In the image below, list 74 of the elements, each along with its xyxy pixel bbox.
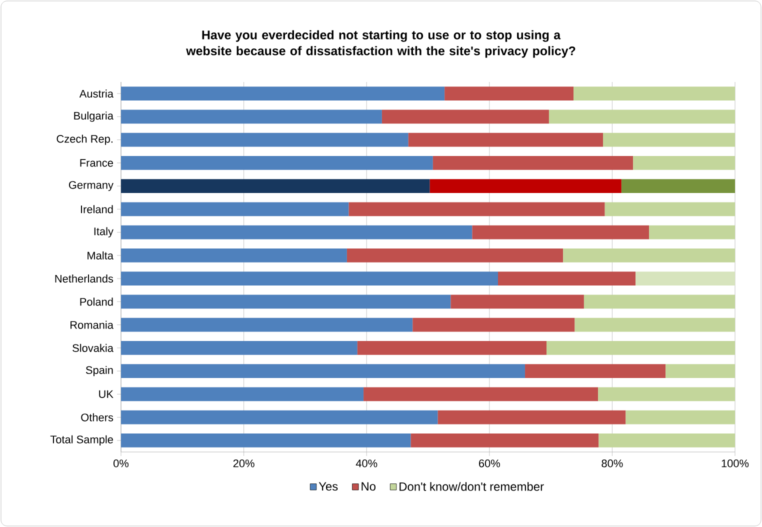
y-tick-label: Malta bbox=[88, 251, 114, 260]
bar bbox=[121, 294, 451, 309]
y-tick-label: Germany bbox=[68, 181, 114, 192]
bar bbox=[121, 225, 472, 240]
y-tick-label: Poland bbox=[80, 298, 113, 306]
bar bbox=[432, 156, 634, 170]
y-tick-label: UK bbox=[99, 390, 114, 398]
y-tick-label: Romania bbox=[70, 320, 114, 329]
bar bbox=[603, 132, 736, 147]
bar bbox=[121, 248, 347, 262]
y-tick-label: Total Sample bbox=[50, 435, 113, 446]
bar bbox=[666, 364, 736, 378]
bar bbox=[584, 294, 736, 309]
x-tick-label: 80% bbox=[602, 460, 623, 468]
x-tick-label: 20% bbox=[233, 460, 254, 468]
y-tick-label: Ireland bbox=[80, 205, 113, 214]
bar bbox=[525, 364, 666, 378]
bar bbox=[636, 272, 736, 286]
bar bbox=[121, 132, 408, 147]
bar bbox=[472, 225, 650, 240]
bar bbox=[548, 110, 736, 124]
bar bbox=[121, 156, 433, 170]
legend-label: No bbox=[362, 482, 376, 491]
legend-label: Don't know/don't remember bbox=[400, 482, 544, 491]
bar bbox=[410, 433, 599, 448]
bar bbox=[121, 364, 526, 378]
bar bbox=[498, 272, 636, 286]
y-tick-label: Bulgaria bbox=[74, 112, 114, 122]
bar bbox=[574, 318, 736, 332]
legend-label: Yes bbox=[318, 482, 338, 491]
bar bbox=[121, 110, 382, 124]
bar bbox=[430, 179, 622, 193]
y-tick-label: Netherlands bbox=[55, 274, 114, 283]
bar bbox=[450, 294, 584, 309]
bar bbox=[621, 179, 736, 193]
bar bbox=[598, 433, 736, 448]
y-tick-label: Austria bbox=[79, 90, 114, 98]
y-tick-label: Others bbox=[81, 413, 114, 422]
bar bbox=[626, 410, 736, 424]
bar bbox=[633, 156, 736, 170]
x-tick-label: 0% bbox=[114, 460, 129, 468]
bar bbox=[121, 340, 358, 355]
bar bbox=[438, 410, 626, 424]
bar bbox=[382, 110, 549, 124]
bar bbox=[121, 410, 438, 424]
x-tick-label: 60% bbox=[479, 460, 500, 468]
y-tick-label: Slovakia bbox=[72, 344, 114, 352]
bar bbox=[408, 132, 603, 147]
bar bbox=[364, 387, 598, 402]
bar bbox=[649, 225, 736, 240]
bar bbox=[121, 318, 413, 332]
y-tick-label: Czech Rep. bbox=[56, 134, 112, 145]
y-tick-label: Spain bbox=[86, 366, 113, 376]
bar bbox=[546, 340, 736, 355]
bar bbox=[412, 318, 575, 332]
bar bbox=[444, 86, 574, 100]
bar bbox=[563, 248, 736, 262]
bar bbox=[121, 433, 411, 448]
bar bbox=[121, 179, 430, 193]
bar bbox=[604, 202, 736, 216]
bar bbox=[121, 387, 364, 402]
bar bbox=[121, 86, 445, 100]
bar bbox=[348, 202, 605, 216]
bar bbox=[346, 248, 564, 262]
x-tick-label: 100% bbox=[722, 460, 749, 468]
y-tick-label: Italy bbox=[94, 227, 114, 238]
bar bbox=[357, 340, 547, 355]
bar bbox=[598, 387, 736, 402]
bar bbox=[121, 272, 498, 286]
bar bbox=[574, 86, 736, 100]
bar bbox=[121, 202, 349, 216]
x-tick-label: 40% bbox=[356, 460, 378, 468]
chart-title: Have you everdecided not starting to use or to stop using a website because of dissatisfaction with the site's privacy policy? bbox=[186, 30, 576, 58]
y-tick-label: France bbox=[80, 159, 113, 167]
